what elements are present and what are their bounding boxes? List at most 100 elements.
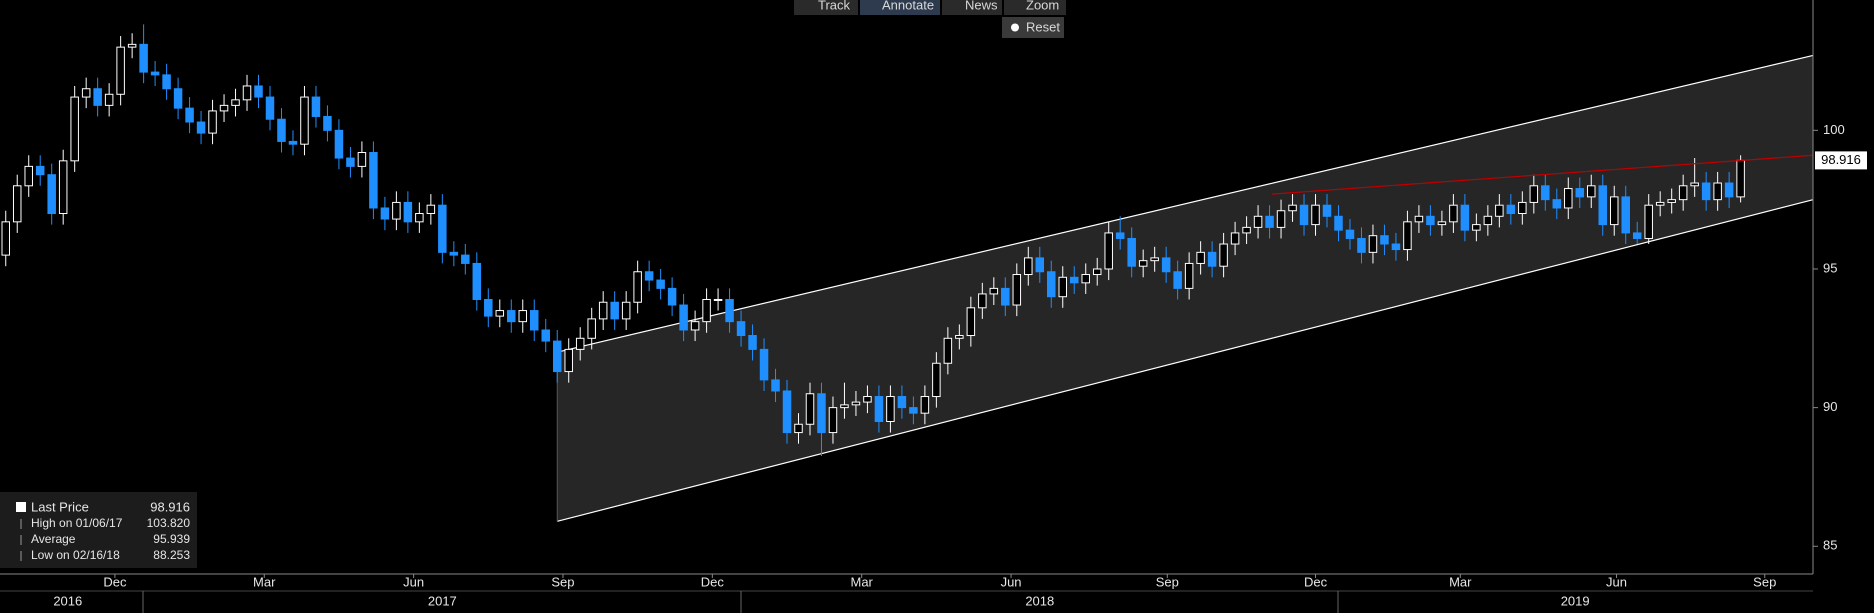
channel-lower bbox=[557, 199, 1814, 522]
candle-body bbox=[1414, 215, 1424, 223]
candle-body bbox=[909, 407, 918, 414]
reset-button[interactable] bbox=[1002, 17, 1064, 38]
candle-body bbox=[1265, 215, 1274, 228]
candle-body bbox=[1184, 262, 1194, 289]
candle-body bbox=[989, 287, 999, 295]
candle-body bbox=[1322, 204, 1332, 217]
year-label: 2019 bbox=[1561, 593, 1590, 608]
stats-label: Last Price bbox=[31, 499, 89, 514]
candle-body bbox=[529, 310, 539, 331]
x-tick-label: Sep bbox=[1156, 574, 1179, 589]
stats-background bbox=[0, 492, 197, 568]
toolbar-label: Track bbox=[818, 0, 851, 12]
candle-body bbox=[1173, 271, 1182, 289]
candle-body bbox=[242, 85, 252, 101]
candle-body bbox=[1115, 232, 1125, 239]
candle-body bbox=[1230, 232, 1240, 245]
candle-body bbox=[1678, 185, 1688, 201]
candle-body bbox=[1127, 237, 1136, 267]
candle-body bbox=[1667, 199, 1676, 203]
candle-body bbox=[840, 404, 849, 409]
candle-body bbox=[1219, 243, 1228, 267]
toolbar-button[interactable] bbox=[860, 0, 940, 15]
candle-body bbox=[1069, 276, 1079, 284]
candle-body bbox=[782, 390, 792, 434]
candle-body bbox=[794, 423, 803, 434]
candle-body bbox=[495, 310, 505, 317]
candle-body bbox=[346, 157, 355, 167]
stats-label: High on 01/06/17 bbox=[31, 516, 123, 530]
candle-body bbox=[231, 99, 240, 106]
candle-body bbox=[58, 160, 68, 215]
toolbar-button[interactable] bbox=[942, 0, 1002, 15]
candle-body bbox=[300, 96, 309, 145]
candle-body bbox=[1276, 210, 1286, 228]
candle-body bbox=[208, 110, 217, 134]
candle-body bbox=[116, 46, 125, 95]
toolbar-label: News bbox=[965, 0, 998, 12]
candle-body bbox=[978, 293, 987, 309]
candle-body bbox=[713, 298, 723, 301]
candle-body bbox=[748, 335, 757, 350]
candle-body bbox=[311, 96, 321, 117]
candle-body bbox=[196, 121, 206, 134]
candle-body bbox=[805, 393, 815, 425]
candle-body bbox=[150, 71, 160, 76]
candle-body bbox=[633, 271, 642, 303]
candle-body bbox=[966, 307, 976, 337]
candle-body bbox=[1242, 226, 1251, 234]
candle-body bbox=[1460, 204, 1470, 231]
toolbar-button[interactable] bbox=[1004, 0, 1066, 15]
x-tick-label: Sep bbox=[551, 574, 574, 589]
candle-body bbox=[1035, 257, 1045, 273]
candle-body bbox=[1311, 204, 1320, 226]
candle-body bbox=[254, 85, 263, 98]
candle-body bbox=[644, 271, 654, 281]
x-tick-label: Jun bbox=[1606, 574, 1627, 589]
candle-body bbox=[12, 185, 22, 223]
toolbar-button[interactable] bbox=[794, 0, 858, 15]
candle-body bbox=[70, 96, 79, 162]
candle-body bbox=[1552, 199, 1562, 209]
x-tick-label: Sep bbox=[1753, 574, 1776, 589]
candle-body bbox=[610, 301, 619, 320]
candle-body bbox=[415, 213, 424, 223]
x-tick-label: Mar bbox=[850, 574, 873, 589]
candle-body bbox=[1724, 182, 1734, 198]
candle-body bbox=[1288, 204, 1297, 212]
x-tick-label: Dec bbox=[103, 574, 127, 589]
candle-body bbox=[1368, 235, 1378, 253]
stats-value: 95.939 bbox=[153, 532, 190, 546]
candle-body bbox=[1081, 274, 1090, 284]
stats-label: Low on 02/16/18 bbox=[31, 548, 120, 562]
candle-body bbox=[93, 88, 102, 106]
toolbar: Track Annotate News Zoom Reset bbox=[794, 0, 1066, 38]
candle-body bbox=[1472, 224, 1481, 231]
candle-body bbox=[1541, 185, 1550, 201]
last-price-box bbox=[1815, 151, 1867, 170]
candle-body bbox=[1207, 251, 1217, 267]
candle-body bbox=[357, 152, 367, 167]
candle-body bbox=[1506, 204, 1516, 215]
candle-body bbox=[1598, 185, 1607, 226]
candle-body bbox=[1334, 215, 1343, 231]
reset-label: Reset bbox=[1026, 19, 1060, 34]
candle-body bbox=[1092, 268, 1102, 276]
candle-body bbox=[1495, 204, 1504, 217]
last-price-label: 98.916 bbox=[1821, 152, 1861, 167]
candle-body bbox=[932, 362, 941, 398]
candle-body bbox=[24, 165, 33, 187]
candle-body bbox=[1609, 196, 1619, 226]
candle-body bbox=[943, 337, 953, 364]
candle-body bbox=[1426, 215, 1435, 226]
x-tick-label: Dec bbox=[701, 574, 725, 589]
candle-body bbox=[552, 340, 562, 373]
candle-body bbox=[81, 88, 91, 98]
candle-body bbox=[1483, 215, 1493, 226]
candle-body bbox=[127, 43, 137, 48]
candle-body bbox=[162, 74, 171, 90]
candle-body bbox=[1736, 159, 1745, 198]
candle-body bbox=[1299, 204, 1309, 226]
x-tick-label: Dec bbox=[1304, 574, 1328, 589]
candle-body bbox=[47, 174, 56, 215]
